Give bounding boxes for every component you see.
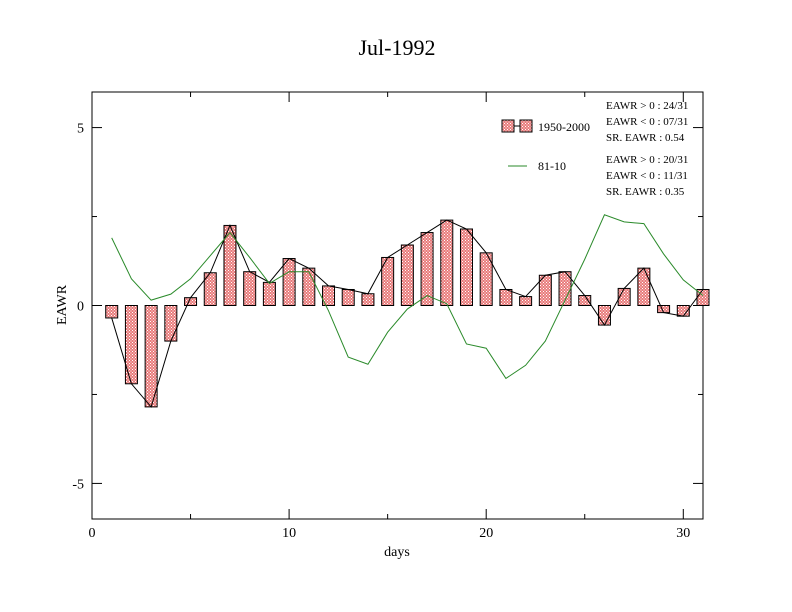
bar [519, 296, 533, 306]
bar [282, 258, 296, 306]
line-series [111, 214, 704, 380]
bar [459, 228, 473, 306]
bar [262, 281, 276, 306]
stats-line: SR. EAWR : 0.54 [606, 132, 685, 144]
stats-line: EAWR < 0 : 11/31 [606, 170, 688, 182]
legend-label: 1950-2000 [538, 120, 590, 134]
bar [243, 271, 257, 306]
x-tick-label: 10 [282, 526, 296, 541]
bar [420, 232, 434, 306]
legend-label: 81-10 [538, 159, 566, 173]
stats-line: SR. EAWR : 0.35 [606, 186, 685, 198]
bar-series [105, 219, 710, 408]
stats-line: EAWR > 0 : 24/31 [606, 100, 688, 112]
bar [637, 267, 651, 307]
legend: 1950-2000 81-10 [501, 119, 590, 173]
chart-title: Jul-1992 [359, 35, 436, 60]
bar [341, 288, 355, 306]
stats-block: EAWR > 0 : 24/31 EAWR < 0 : 07/31 SR. EAWR… [606, 100, 688, 198]
bar [361, 293, 375, 307]
line-series-81-10 [111, 214, 704, 380]
bar [164, 305, 178, 342]
y-tick-label: 5 [77, 122, 84, 137]
bar [440, 219, 454, 307]
bar [597, 305, 611, 326]
x-axis-label: days [384, 545, 410, 560]
bar-series-line [111, 219, 704, 408]
bar [105, 305, 119, 319]
stats-line: EAWR < 0 : 07/31 [606, 116, 688, 128]
x-tick-label: 0 [89, 526, 96, 541]
x-tick-label: 20 [479, 526, 493, 541]
axis-ticks: 0 10 20 30 -5 0 5 [72, 92, 703, 541]
bar [578, 295, 592, 306]
y-tick-label: 0 [77, 300, 84, 315]
bar [124, 305, 138, 385]
y-axis-label: EAWR [55, 284, 70, 325]
bar [302, 267, 316, 307]
x-tick-label: 30 [676, 526, 690, 541]
legend-bar-marker [501, 119, 515, 133]
y-tick-label: -5 [72, 477, 84, 492]
legend-bar-marker [519, 119, 533, 133]
bar [499, 288, 513, 306]
bar [400, 244, 414, 306]
stats-line: EAWR > 0 : 20/31 [606, 154, 688, 166]
